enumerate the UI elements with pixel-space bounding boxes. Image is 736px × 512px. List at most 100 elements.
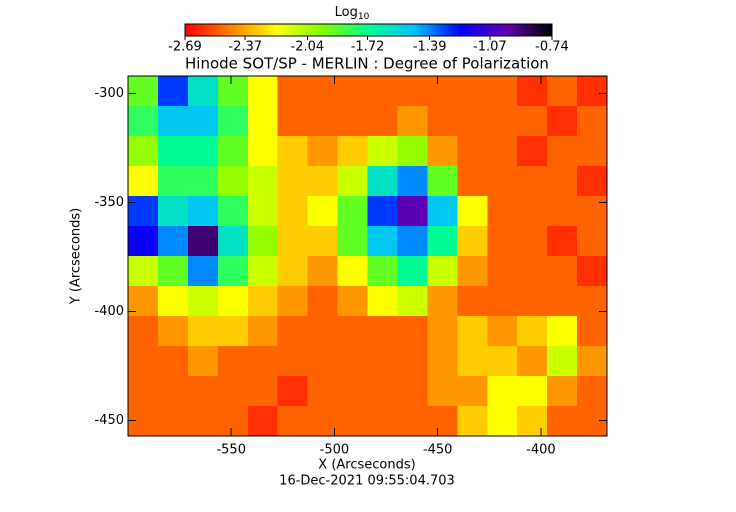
heatmap-cell [367,406,398,437]
heatmap-cell [337,166,368,197]
heatmap-cell [517,166,548,197]
heatmap-cell [307,346,339,377]
heatmap-cell [217,76,249,107]
heatmap-cell [307,406,339,437]
colorbar [184,23,553,37]
heatmap-cell [337,316,368,347]
heatmap-cell [217,346,249,377]
heatmap-cell [247,226,279,257]
colorbar-tick-label: -2.37 [228,40,262,55]
heatmap-cell [307,286,339,317]
heatmap-cell [457,346,488,377]
heatmap-cell [307,76,339,107]
heatmap-cell [307,316,339,347]
heatmap-cell [457,196,488,227]
heatmap-cell [487,106,518,137]
heatmap-cell [427,76,458,107]
heatmap-cell [457,106,488,137]
heatmap-cell [427,376,458,407]
heatmap-cell [247,316,279,347]
heatmap-cell [187,166,219,197]
heatmap-cell [577,106,608,137]
heatmap-cell [397,406,428,437]
heatmap-cell [337,106,368,137]
heatmap-cell [337,286,368,317]
heatmap-cell [157,76,189,107]
heatmap-cell [277,406,309,437]
heatmap-cell [517,376,548,407]
heatmap-cell [217,136,249,167]
heatmap-cell [247,376,279,407]
heatmap-cell [187,76,219,107]
heatmap-cell [577,136,608,167]
heatmap-cell [577,76,608,107]
heatmap-cell [427,346,458,377]
heatmap-cell [427,406,458,437]
heatmap-cell [128,376,159,407]
heatmap-cell [247,346,279,377]
heatmap-cell [247,106,279,137]
heatmap-cell [487,316,518,347]
x-tick-label: -500 [320,443,350,458]
heatmap-cell [367,316,398,347]
heatmap-cell [307,106,339,137]
heatmap-cell [457,286,488,317]
heatmap-cell [187,316,219,347]
chart-title: Hinode SOT/SP - MERLIN : Degree of Polar… [185,55,549,73]
heatmap-cell [217,316,249,347]
heatmap-cell [397,76,428,107]
heatmap-cell [577,316,608,347]
heatmap-cell [337,196,368,227]
heatmap-cell [128,346,159,377]
colorbar-tick-label: -0.74 [535,40,569,55]
heatmap-cell [277,196,309,227]
heatmap-cell [247,76,279,107]
heatmap-cell [517,256,548,287]
heatmap-cell [337,346,368,377]
y-axis-label: Y (Arcseconds) [69,208,84,305]
date-label: 16-Dec-2021 09:55:04.703 [279,474,455,489]
heatmap-cell [487,226,518,257]
heatmap-cell [577,346,608,377]
heatmap-cell [577,376,608,407]
heatmap-cell [577,196,608,227]
heatmap-cell [157,286,189,317]
heatmap-cell [277,376,309,407]
heatmap-cell [217,166,249,197]
heatmap-cell [337,226,368,257]
colorbar-tick-label: -1.07 [473,40,507,55]
heatmap-cell [157,166,189,197]
heatmap-cell [367,346,398,377]
heatmap-cell [547,376,578,407]
heatmap-cell [187,406,219,437]
heatmap-cell [547,256,578,287]
heatmap-cell [457,166,488,197]
heatmap-cell [427,106,458,137]
colorbar-title: Log10 [335,5,370,22]
heatmap-cell [337,76,368,107]
colorbar-title-subscript: 10 [358,12,370,22]
heatmap-cell [547,346,578,377]
heatmap-cell [457,226,488,257]
heatmap-cell [427,136,458,167]
heatmap-cell [187,346,219,377]
heatmap-cell [187,226,219,257]
heatmap-cell [128,406,159,437]
heatmap-cell [307,136,339,167]
heatmap-cell [367,256,398,287]
heatmap-cell [157,106,189,137]
heatmap-cell [337,136,368,167]
heatmap-cell [577,226,608,257]
heatmap-cell [307,376,339,407]
heatmap-cell [217,376,249,407]
heatmap-cell [457,256,488,287]
heatmap-cell [128,316,159,347]
heatmap-cell [128,226,159,257]
heatmap-cell [547,166,578,197]
heatmap-cell [128,166,159,197]
x-tick-label: -550 [216,443,246,458]
heatmap-cell [457,316,488,347]
x-tick-label: -450 [423,443,453,458]
heatmap-cell [367,166,398,197]
heatmap-cell [128,76,159,107]
